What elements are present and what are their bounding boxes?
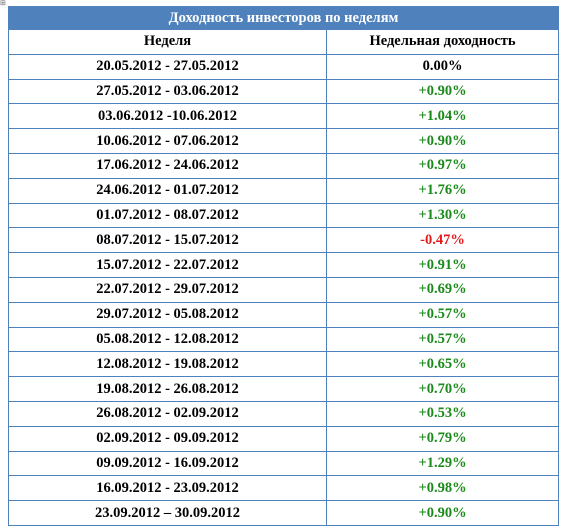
table-row: 10.06.2012 - 07.06.2012 +0.90%	[8, 128, 560, 154]
week-range-cell: 27.05.2012 - 03.06.2012	[8, 78, 327, 105]
week-range-cell: 29.07.2012 - 05.08.2012	[8, 301, 327, 328]
weekly-return-cell: +1.29%	[325, 450, 560, 477]
table-row: 03.06.2012 -10.06.2012 +1.04%	[8, 103, 560, 130]
table-row: 26.08.2012 - 02.09.2012 +0.53%	[8, 400, 560, 427]
weekly-return-cell: +0.79%	[325, 425, 560, 452]
table-row: 23.09.2012 – 30.09.2012 +0.90%	[8, 500, 560, 526]
table-move-handle-icon[interactable]: ⊞	[0, 0, 6, 7]
table-row: 08.07.2012 - 15.07.2012 -0.47%	[8, 227, 560, 254]
week-range-cell: 19.08.2012 - 26.08.2012	[8, 376, 327, 402]
weekly-return-cell: +0.57%	[325, 326, 560, 353]
table-row: 17.06.2012 - 24.06.2012 +0.97%	[8, 152, 560, 179]
week-range-cell: 26.08.2012 - 02.09.2012	[8, 400, 327, 427]
week-range-cell: 03.06.2012 -10.06.2012	[8, 103, 327, 130]
weekly-return-cell: +0.53%	[325, 400, 560, 427]
weekly-return-cell: -0.47%	[325, 227, 560, 254]
week-range-cell: 24.06.2012 - 01.07.2012	[8, 177, 327, 204]
week-range-cell: 15.07.2012 - 22.07.2012	[8, 252, 327, 278]
table-row: 20.05.2012 - 27.05.2012 0.00%	[8, 53, 560, 80]
weekly-return-cell: +0.98%	[325, 475, 560, 502]
table-row: 12.08.2012 - 19.08.2012 +0.65%	[8, 351, 560, 378]
weekly-return-cell: +0.97%	[325, 152, 560, 179]
table-row: 27.05.2012 - 03.06.2012 +0.90%	[8, 78, 560, 105]
week-range-cell: 12.08.2012 - 19.08.2012	[8, 351, 327, 378]
weekly-return-cell: +0.70%	[325, 376, 560, 402]
week-range-cell: 17.06.2012 - 24.06.2012	[8, 152, 327, 179]
table-row: 22.07.2012 - 29.07.2012 +0.69%	[8, 276, 560, 303]
weekly-return-cell: +0.57%	[325, 301, 560, 328]
weekly-returns-table: Доходность инвесторов по неделям Неделя …	[7, 6, 560, 526]
table-row: 02.09.2012 - 09.09.2012 +0.79%	[8, 425, 560, 452]
table-row: 19.08.2012 - 26.08.2012 +0.70%	[8, 376, 560, 402]
week-range-cell: 10.06.2012 - 07.06.2012	[8, 128, 327, 154]
weekly-return-cell: +1.04%	[325, 103, 560, 130]
week-range-cell: 05.08.2012 - 12.08.2012	[8, 326, 327, 353]
week-range-cell: 20.05.2012 - 27.05.2012	[8, 53, 327, 80]
weekly-return-cell: +0.90%	[325, 128, 560, 154]
table-row: 24.06.2012 - 01.07.2012 +1.76%	[8, 177, 560, 204]
table-row: 15.07.2012 - 22.07.2012 +0.91%	[8, 252, 560, 278]
table-row: 09.09.2012 - 16.09.2012 +1.29%	[8, 450, 560, 477]
week-range-cell: 09.09.2012 - 16.09.2012	[8, 450, 327, 477]
weekly-return-cell: 0.00%	[325, 53, 560, 80]
week-range-cell: 22.07.2012 - 29.07.2012	[8, 276, 327, 303]
week-range-cell: 16.09.2012 - 23.09.2012	[8, 475, 327, 502]
table-row: 01.07.2012 - 08.07.2012 +1.30%	[8, 202, 560, 229]
week-range-cell: 02.09.2012 - 09.09.2012	[8, 425, 327, 452]
week-range-cell: 08.07.2012 - 15.07.2012	[8, 227, 327, 254]
weekly-return-cell: +0.65%	[325, 351, 560, 378]
table-row: 05.08.2012 - 12.08.2012 +0.57%	[8, 326, 560, 353]
table-row: 29.07.2012 - 05.08.2012 +0.57%	[8, 301, 560, 328]
week-range-cell: 01.07.2012 - 08.07.2012	[8, 202, 327, 229]
table-body: 20.05.2012 - 27.05.2012 0.00% 27.05.2012 -…	[8, 53, 560, 526]
weekly-return-cell: +1.76%	[325, 177, 560, 204]
column-header-row: Неделя Недельная доходность	[8, 29, 560, 55]
week-range-cell: 23.09.2012 – 30.09.2012	[8, 500, 327, 526]
table-title: Доходность инвесторов по неделям	[7, 6, 560, 30]
table-title-row: Доходность инвесторов по неделям	[7, 6, 560, 30]
weekly-return-cell: +0.91%	[325, 252, 560, 278]
weekly-return-cell: +0.69%	[325, 276, 560, 303]
table-row: 16.09.2012 - 23.09.2012 +0.98%	[8, 475, 560, 502]
weekly-return-cell: +0.90%	[325, 500, 560, 526]
weekly-return-cell: +1.30%	[325, 202, 560, 229]
column-header-weekly-return: Недельная доходность	[325, 29, 560, 55]
weekly-return-cell: +0.90%	[325, 78, 560, 105]
column-header-week: Неделя	[8, 29, 327, 55]
